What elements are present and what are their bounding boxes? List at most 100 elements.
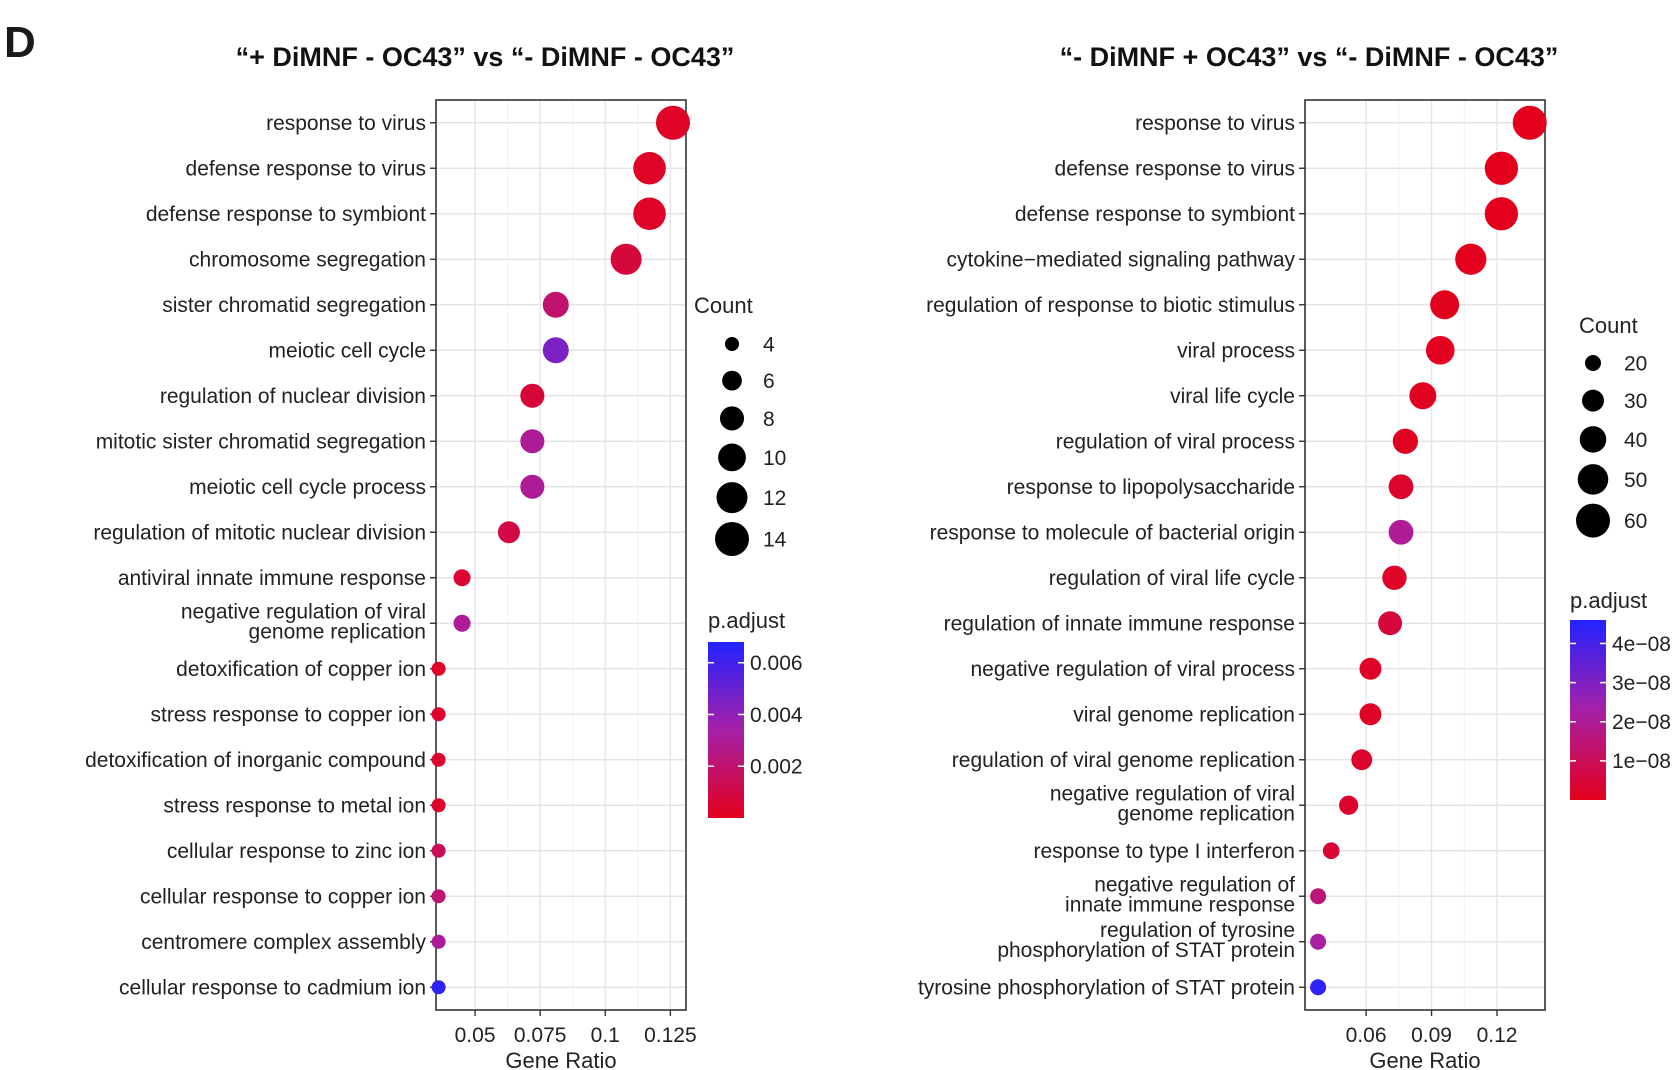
y-tick-label: response to lipopolysaccharide — [1007, 476, 1295, 499]
x-axis-label: Gene Ratio — [1369, 1048, 1480, 1070]
x-tick-label: 0.075 — [514, 1024, 567, 1047]
data-point — [431, 798, 446, 813]
size-legend-label: 20 — [1624, 352, 1647, 375]
data-point — [520, 383, 545, 408]
y-tick-label: cellular response to zinc ion — [167, 840, 426, 863]
data-point — [1310, 979, 1327, 996]
y-tick-label: defense response to symbiont — [146, 203, 426, 226]
y-tick-label: negative regulation of viral genome repli… — [181, 601, 426, 644]
data-point — [431, 707, 446, 722]
colorbar — [708, 642, 744, 818]
y-tick-label: regulation of nuclear division — [160, 385, 426, 408]
y-tick-label: response to type I interferon — [1034, 840, 1296, 863]
chart-panel-2: “- DiMNF + OC43” vs “- DiMNF - OC43” resp… — [918, 42, 1671, 1070]
size-legend-dot — [1577, 464, 1609, 495]
data-point — [610, 243, 642, 275]
size-legend-label: 50 — [1624, 469, 1647, 492]
y-tick-label: response to molecule of bacterial origin — [930, 522, 1295, 545]
data-point — [1425, 335, 1455, 365]
y-tick-label: detoxification of inorganic compound — [85, 749, 426, 772]
size-legend-label: 8 — [763, 408, 775, 431]
data-point — [1388, 474, 1414, 500]
size-legend-label: 4 — [763, 333, 775, 356]
data-point — [655, 105, 690, 140]
data-point — [1351, 749, 1373, 771]
colorbar-tick-label: 4e−08 — [1612, 633, 1671, 656]
plot-border — [1304, 99, 1546, 1011]
data-point — [1378, 611, 1403, 636]
y-tick-label-line: innate immune response — [1065, 894, 1295, 917]
plot-border — [435, 99, 687, 1011]
size-legend-dot — [725, 337, 739, 351]
x-tick-label: 0.1 — [591, 1024, 620, 1047]
color-legend-title: p.adjust — [708, 608, 785, 633]
data-point — [1388, 519, 1414, 545]
data-point — [1322, 842, 1340, 860]
y-tick-label: cellular response to cadmium ion — [119, 977, 426, 1000]
size-legend-label: 30 — [1624, 390, 1647, 413]
colorbar-tick-label: 0.004 — [750, 704, 803, 727]
chart-title: “- DiMNF + OC43” vs “- DiMNF - OC43” — [1060, 42, 1559, 72]
colorbar-tick-label: 2e−08 — [1612, 711, 1671, 734]
y-tick-label: cellular response to copper ion — [140, 886, 426, 909]
y-tick-label-line: genome replication — [249, 621, 426, 644]
y-tick-label: response to virus — [1135, 112, 1295, 135]
color-legend-title: p.adjust — [1570, 588, 1647, 613]
y-tick-label-line: negative regulation of — [1094, 874, 1295, 897]
y-tick-label: stress response to copper ion — [151, 704, 426, 727]
chart-panel-1: “+ DiMNF - OC43” vs “- DiMNF - OC43” resp… — [85, 42, 803, 1070]
data-point — [633, 197, 666, 231]
data-point — [431, 980, 446, 995]
y-tick-label: viral life cycle — [1170, 385, 1295, 408]
size-legend-label: 10 — [763, 447, 786, 470]
y-tick-label: regulation of innate immune response — [944, 613, 1295, 636]
y-tick-label: antiviral innate immune response — [118, 567, 426, 590]
data-point — [542, 337, 569, 364]
size-legend-title: Count — [1579, 313, 1638, 338]
data-point — [431, 752, 446, 767]
y-tick-label: detoxification of copper ion — [176, 658, 426, 681]
y-tick-label: negative regulation of innate immune resp… — [1065, 874, 1295, 917]
x-tick-label: 0.125 — [644, 1024, 697, 1047]
x-tick-label: 0.09 — [1411, 1024, 1452, 1047]
size-legend-dot — [718, 443, 746, 472]
size-legend-title: Count — [694, 293, 753, 318]
data-point — [1310, 933, 1327, 950]
data-point — [431, 843, 446, 858]
y-tick-label: regulation of tyrosine phosphorylation of… — [997, 919, 1295, 962]
size-legend-label: 14 — [763, 528, 787, 551]
y-tick-label: defense response to symbiont — [1015, 203, 1295, 226]
y-tick-label: viral process — [1177, 340, 1295, 363]
y-tick-label: cytokine−mediated signaling pathway — [947, 249, 1296, 272]
data-point — [453, 614, 471, 632]
y-tick-label: viral genome replication — [1073, 704, 1295, 727]
data-point — [1484, 197, 1519, 231]
y-tick-label-line: negative regulation of viral — [1050, 783, 1295, 806]
colorbar-tick-label: 3e−08 — [1612, 672, 1671, 695]
x-axis-label: Gene Ratio — [505, 1048, 616, 1070]
y-tick-label: centromere complex assembly — [141, 931, 426, 954]
data-point — [1455, 243, 1487, 275]
size-legend-label: 60 — [1624, 510, 1647, 533]
y-tick-label: mitotic sister chromatid segregation — [96, 431, 426, 454]
chart-title: “+ DiMNF - OC43” vs “- DiMNF - OC43” — [236, 42, 735, 72]
y-tick-label: defense response to virus — [186, 158, 426, 181]
x-tick-label: 0.05 — [455, 1024, 496, 1047]
size-legend-dot — [1576, 503, 1610, 538]
y-tick-label-line: genome replication — [1118, 803, 1295, 826]
size-legend-label: 6 — [763, 370, 775, 393]
data-point — [633, 151, 666, 185]
y-tick-label: stress response to metal ion — [163, 795, 426, 818]
y-tick-label: regulation of response to biotic stimulu… — [926, 294, 1295, 317]
data-point — [1359, 703, 1382, 726]
y-tick-label: negative regulation of viral process — [970, 658, 1295, 681]
data-point — [1310, 888, 1327, 905]
size-legend-dot — [1582, 389, 1604, 412]
data-point — [542, 291, 569, 318]
data-point — [1392, 428, 1418, 454]
data-point — [1359, 657, 1382, 680]
y-tick-label: regulation of viral process — [1056, 431, 1295, 454]
colorbar-tick-label: 0.002 — [750, 756, 803, 779]
size-legend-dot — [719, 406, 745, 431]
